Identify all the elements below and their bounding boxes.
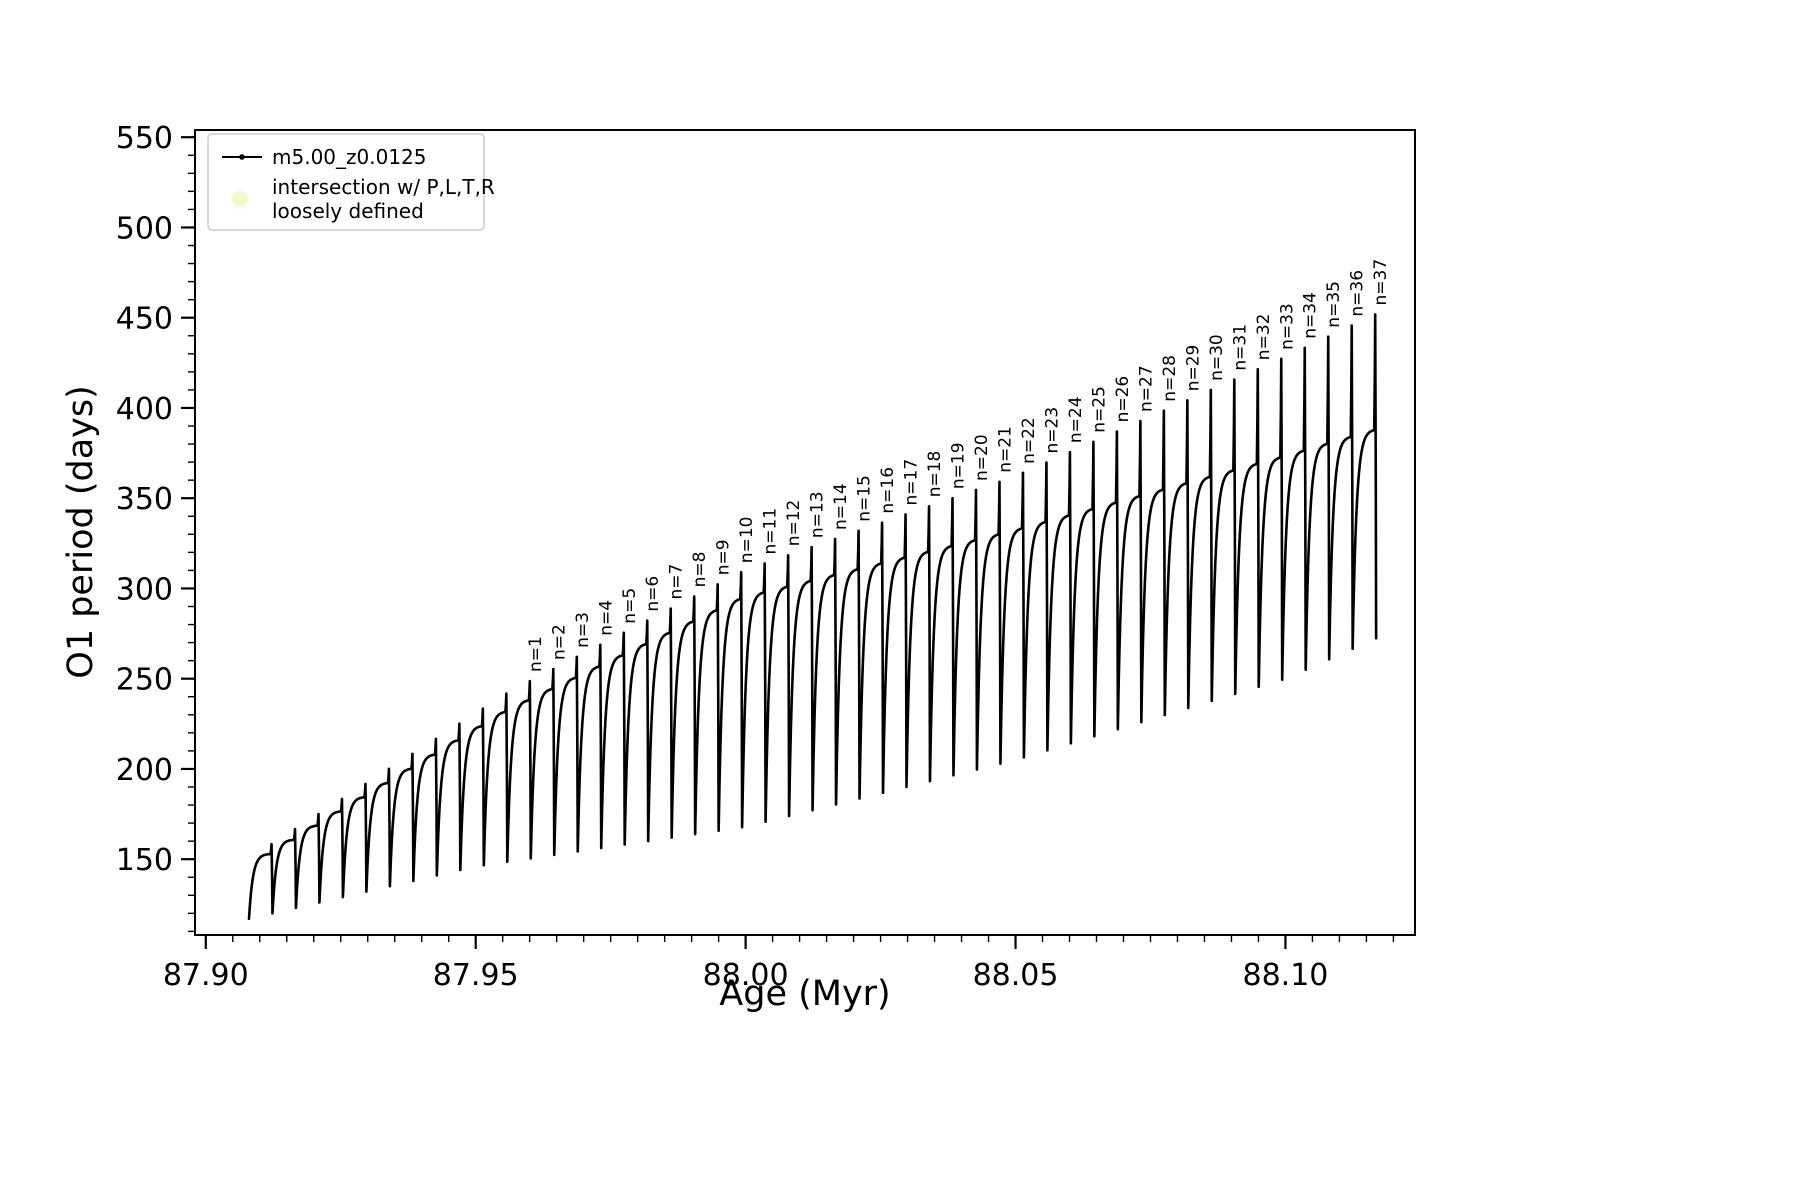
peak-annotation: n=4 xyxy=(596,600,616,636)
peak-annotation: n=16 xyxy=(878,467,898,514)
peak-annotation: n=15 xyxy=(855,475,875,522)
peak-annotation: n=3 xyxy=(573,612,593,648)
y-tick-label: 350 xyxy=(116,482,173,517)
x-tick-label: 88.00 xyxy=(703,958,789,993)
peak-annotation: n=13 xyxy=(808,491,828,538)
peak-annotation: n=26 xyxy=(1113,376,1133,423)
peak-annotation: n=21 xyxy=(996,426,1016,473)
legend-label-series: m5.00_z0.0125 xyxy=(272,145,427,169)
legend-label-intersection-line1: intersection w/ P,L,T,R xyxy=(272,175,495,199)
x-tick-label: 87.90 xyxy=(163,958,249,993)
y-tick-label: 250 xyxy=(116,663,173,698)
peak-annotation: n=1 xyxy=(526,636,546,672)
peak-annotation: n=19 xyxy=(949,442,969,489)
peak-annotation: n=27 xyxy=(1136,365,1156,412)
peak-annotation: n=8 xyxy=(690,552,710,588)
peak-annotation: n=11 xyxy=(761,508,781,555)
peak-annotation: n=12 xyxy=(784,500,804,547)
peak-annotation: n=25 xyxy=(1089,386,1109,433)
peak-annotation: n=9 xyxy=(714,539,734,575)
legend-intersection-marker xyxy=(232,191,248,207)
peak-annotation: n=7 xyxy=(667,564,687,600)
peak-annotation: n=24 xyxy=(1066,396,1086,443)
series-line xyxy=(247,313,1378,921)
peak-annotation: n=35 xyxy=(1324,281,1344,328)
peak-annotation: n=33 xyxy=(1277,303,1297,350)
peak-annotation: n=28 xyxy=(1160,355,1180,402)
peak-annotation: n=37 xyxy=(1371,259,1391,306)
plot-frame xyxy=(194,129,1416,936)
peak-annotation: n=31 xyxy=(1230,324,1250,371)
data-series xyxy=(247,313,1378,921)
peak-annotation: n=30 xyxy=(1207,334,1227,381)
legend-box xyxy=(207,133,485,231)
peak-annotation: n=22 xyxy=(1019,417,1039,464)
legend-label-intersection-line2: loosely defined xyxy=(272,199,424,223)
legend-line-dot-marker-point xyxy=(239,154,245,160)
peak-annotation: n=29 xyxy=(1183,345,1203,392)
y-tick-label: 500 xyxy=(116,211,173,246)
peak-annotation: n=10 xyxy=(737,517,757,564)
x-tick-label: 88.10 xyxy=(1242,958,1328,993)
peak-annotation: n=36 xyxy=(1348,270,1368,317)
y-tick-label: 300 xyxy=(116,572,173,607)
y-tick-label: 150 xyxy=(116,843,173,878)
peak-annotation: n=32 xyxy=(1254,314,1274,361)
x-axis-title: Age (Myr) xyxy=(719,974,890,1014)
peak-annotation: n=34 xyxy=(1301,292,1321,339)
peak-annotation: n=6 xyxy=(643,576,663,612)
peak-annotation: n=20 xyxy=(972,434,992,481)
peak-annotation: n=18 xyxy=(925,451,945,498)
peak-annotation: n=5 xyxy=(620,588,640,624)
y-tick-label: 550 xyxy=(116,121,173,156)
peak-annotations: n=1 n=2 n=3 n=4 n=5 n=6 n=7 n=8 n=9 n=10 n=11 n=12 n… xyxy=(526,259,1391,672)
peak-annotation: n=14 xyxy=(831,483,851,530)
peak-annotation: n=2 xyxy=(549,624,569,660)
peak-annotation: n=23 xyxy=(1042,407,1062,454)
peak-annotation: n=17 xyxy=(902,459,922,506)
x-tick-label: 87.95 xyxy=(433,958,519,993)
x-tick-label: 88.05 xyxy=(973,958,1059,993)
y-tick-label: 200 xyxy=(116,753,173,788)
y-axis-title: O1 period (days) xyxy=(61,385,101,678)
y-tick-label: 450 xyxy=(116,302,173,337)
legend: m5.00_z0.0125 intersection w/ P,L,T,Rloos… xyxy=(207,133,495,231)
axis-ticks: 87.90 87.95 88.00 88.05 88.10 150 200 250 300 350… xyxy=(116,121,1395,993)
y-tick-label: 400 xyxy=(116,392,173,427)
